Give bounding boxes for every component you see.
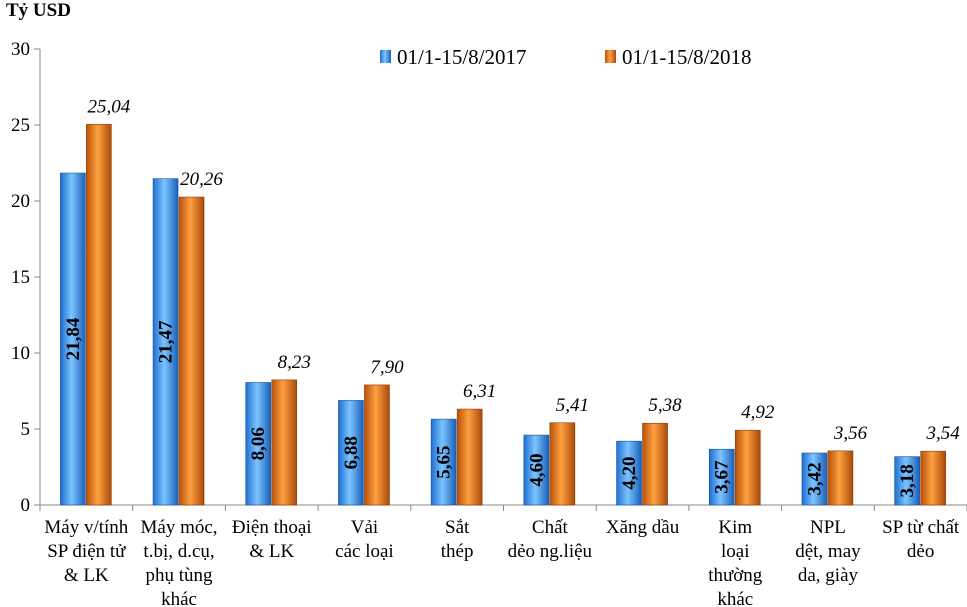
x-tick-label-line: Máy v/tính	[44, 517, 128, 538]
data-label-2017: 4,20	[619, 456, 640, 489]
x-tick-label: Kim loại thường khác	[708, 517, 763, 607]
bar-2018	[86, 124, 112, 506]
data-label-2017: 6,88	[341, 436, 362, 469]
x-tick-label: Chất dẻo ng.liệu	[508, 517, 593, 562]
x-tick-label-line: Điện thoại	[232, 517, 312, 538]
x-tick-label-line: dẻo ng.liệu	[508, 541, 593, 562]
y-tick-label: 15	[11, 267, 30, 288]
y-tick-label: 0	[21, 495, 31, 516]
data-label-2017: 3,18	[897, 464, 918, 497]
bar-2018	[642, 422, 668, 506]
data-label-2017: 3,67	[712, 460, 733, 494]
x-tick-label-line: loại	[721, 541, 750, 562]
x-tick-label-line: dệt, may	[795, 541, 861, 562]
x-tick-label-line: Vải	[351, 517, 378, 538]
bar-2018	[271, 379, 298, 506]
legend-swatch-2017	[380, 50, 391, 63]
data-label-2018: 6,31	[463, 381, 496, 402]
data-label-2018: 4,92	[741, 402, 775, 423]
bar-2017	[152, 178, 179, 506]
data-label-2018: 8,23	[278, 352, 311, 373]
bar-2018	[920, 450, 946, 506]
bar-2017	[894, 456, 920, 506]
legend-label-2017: 01/1-15/8/2017	[397, 45, 527, 69]
x-tick-label-line: Chất	[532, 517, 569, 538]
x-tick-label: NPL dệt, may da, giày	[795, 517, 861, 586]
x-tick-label-line: NPL	[810, 517, 846, 538]
data-label-2018: 5,41	[556, 395, 589, 416]
x-tick-label-line: Máy móc,	[141, 517, 218, 538]
y-tick-label: 10	[11, 343, 30, 364]
x-tick-label-line: Xăng dầu	[606, 517, 680, 538]
bar-2017	[430, 418, 457, 506]
x-tick-label: Vải các loại	[335, 517, 394, 562]
bar-2017	[338, 400, 364, 506]
y-axis-title: Tỷ USD	[6, 0, 71, 21]
data-label-2017: 4,60	[526, 453, 547, 486]
x-tick-label-line: thép	[441, 541, 474, 562]
data-label-2018: 3,56	[833, 423, 868, 444]
x-tick-label-line: phụ tùng	[146, 565, 214, 586]
bar-2018	[827, 450, 854, 506]
data-label-2018: 5,38	[648, 395, 682, 416]
x-tick-label: Sắt thép	[441, 517, 474, 562]
x-tick-label-line: khác	[161, 589, 197, 607]
data-label-2018: 3,54	[926, 423, 961, 444]
bar-2017	[616, 440, 642, 506]
data-label-2017: 5,65	[434, 445, 455, 478]
data-label-2017: 21,47	[156, 320, 177, 363]
x-tick-label: Máy v/tính SP điện tử & LK	[44, 517, 128, 586]
bar-2017	[801, 452, 828, 506]
data-label-2017: 21,84	[63, 317, 84, 360]
x-tick-label-line: t.bị, d.cụ,	[143, 541, 214, 562]
x-tick-label-line: & LK	[64, 565, 109, 586]
x-tick-label-line: Kim	[718, 517, 752, 538]
x-tick-label: Máy móc, t.bị, d.cụ, phụ tùng khác	[141, 517, 218, 607]
bar-2018	[178, 196, 205, 506]
bar-2017	[708, 448, 735, 506]
y-tick-label: 25	[11, 115, 30, 136]
data-label-2017: 8,06	[248, 427, 269, 460]
x-tick-label-line: các loại	[335, 541, 394, 562]
bar-2018	[734, 429, 761, 506]
data-label-2017: 3,42	[804, 462, 825, 495]
x-tick-label: Xăng dầu	[606, 517, 680, 538]
data-label-2018: 7,90	[370, 357, 404, 378]
bar-2018	[456, 408, 483, 506]
x-tick-label-line: & LK	[249, 541, 294, 562]
bar-2017	[245, 382, 272, 506]
bar-2017	[60, 172, 86, 506]
y-tick-label: 20	[11, 191, 30, 212]
x-tick-label-line: Sắt	[445, 517, 470, 538]
bar-2018	[549, 422, 576, 506]
x-tick-label-line: dẻo	[907, 541, 934, 562]
x-tick-label: SP từ chất dẻo	[882, 517, 960, 562]
y-tick-label: 5	[21, 419, 31, 440]
x-tick-label: Điện thoại & LK	[232, 517, 312, 562]
data-label-2018: 25,04	[87, 96, 130, 117]
y-tick-label: 30	[11, 39, 30, 60]
legend-label-2018: 01/1-15/8/2018	[622, 45, 752, 69]
legend-swatch-2018	[605, 50, 616, 63]
x-tick-label-line: thường	[708, 565, 763, 586]
x-tick-label-line: SP từ chất	[882, 517, 960, 538]
bar-2017	[523, 434, 550, 506]
bar-2018	[364, 384, 390, 506]
x-tick-label-line: khác	[717, 589, 753, 607]
data-label-2018: 20,26	[180, 169, 223, 190]
x-tick-label-line: SP điện tử	[47, 541, 126, 562]
x-tick-label-line: da, giày	[798, 565, 859, 586]
